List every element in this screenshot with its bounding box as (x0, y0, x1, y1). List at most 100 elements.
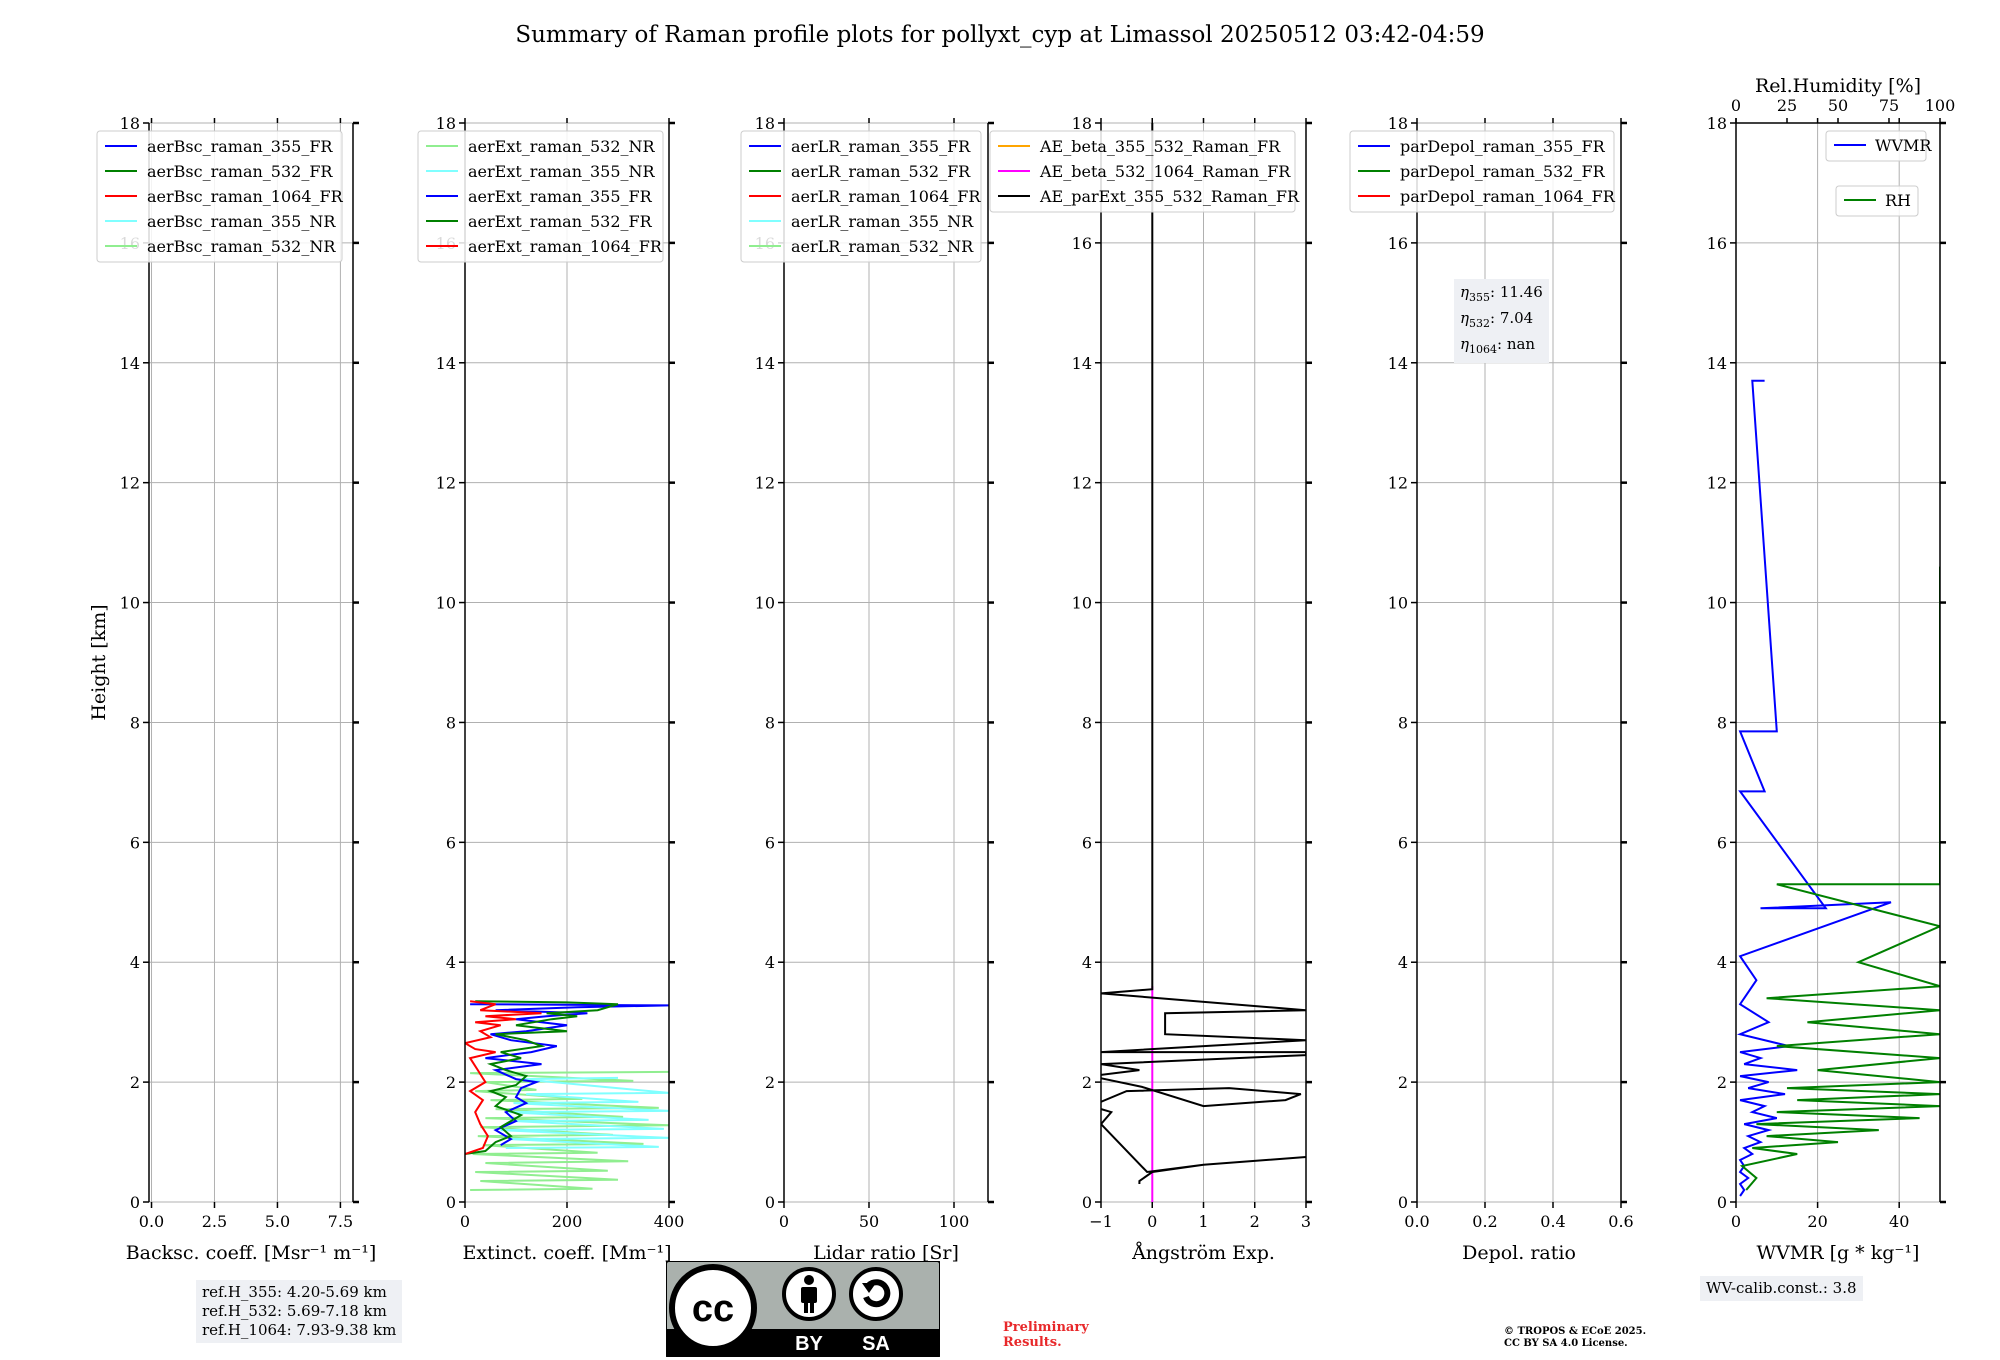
preliminary-line1: Preliminary (1003, 1320, 1089, 1335)
y-tick-label: 14 (755, 354, 775, 373)
x-tick-label: 1 (1198, 1212, 1208, 1231)
series-line-aerExt_raman_532_FR (465, 1000, 619, 1155)
y-tick-label: 16 (1707, 234, 1727, 253)
eta-subscript: 355 (1469, 291, 1490, 304)
x-tick-label: 2.5 (202, 1212, 227, 1231)
x-tick-label: 400 (654, 1212, 685, 1231)
legend-label: aerLR_raman_532_FR (791, 162, 971, 181)
x-tick-label: 3 (1301, 1212, 1311, 1231)
wv-calib-box: WV-calib.const.: 3.8 (1700, 1276, 1863, 1301)
legend-box (417, 130, 664, 263)
eta-symbol: η (1460, 335, 1469, 353)
y-tick-label: 14 (436, 354, 456, 373)
legend-label: AE_beta_532_1064_Raman_FR (1039, 162, 1291, 181)
y-tick-label: 14 (1707, 354, 1727, 373)
series-line-AE_parExt_355_532_Raman_FR (1101, 123, 1306, 1184)
x-top-tick-label: 50 (1828, 96, 1848, 115)
y-tick-label: 2 (1717, 1073, 1727, 1092)
y-tick-label: 2 (446, 1073, 456, 1092)
badge-sa-label: SA (862, 1333, 890, 1355)
y-tick-label: 10 (1388, 594, 1408, 613)
y-tick-label: 8 (1717, 713, 1727, 732)
legend-label: parDepol_raman_1064_FR (1400, 187, 1616, 206)
legend-label: AE_beta_355_532_Raman_FR (1039, 137, 1281, 156)
y-tick-label: 0 (1717, 1193, 1727, 1212)
ref-height-532: ref.H_532: 5.69-7.18 km (202, 1302, 387, 1320)
y-tick-label: 6 (765, 833, 775, 852)
y-tick-label: 12 (1388, 474, 1408, 493)
legend-label: aerBsc_raman_355_NR (147, 212, 336, 231)
y-tick-label: 12 (1707, 474, 1727, 493)
x-tick-label: 20 (1807, 1212, 1827, 1231)
x-tick-label: 0.0 (139, 1212, 164, 1231)
x-tick-label: 0.6 (1608, 1212, 1633, 1231)
series-line-aerExt_raman_355_NR (500, 1076, 669, 1149)
eta-1064-value: : nan (1497, 335, 1536, 353)
y-tick-label: 0 (1398, 1193, 1408, 1212)
copyright-line1: © TROPOS & ECoE 2025. (1504, 1326, 1647, 1337)
y-tick-label: 2 (1082, 1073, 1092, 1092)
y-tick-label: 12 (120, 474, 140, 493)
y-tick-label: 10 (120, 594, 140, 613)
legend-label: WVMR (1875, 136, 1932, 155)
eta-symbol: η (1460, 309, 1469, 327)
y-tick-label: 4 (765, 953, 775, 972)
legend-label: parDepol_raman_355_FR (1400, 137, 1606, 156)
cc-logo-text: cc (692, 1288, 734, 1330)
legend-box (96, 130, 343, 263)
legend-box (989, 130, 1296, 213)
legend-label: aerLR_raman_532_NR (791, 237, 974, 256)
eta-symbol: η (1460, 283, 1469, 301)
x-tick-label: −1 (1089, 1212, 1113, 1231)
legend-label: AE_parExt_355_532_Raman_FR (1039, 187, 1300, 206)
legend-label: parDepol_raman_532_FR (1400, 162, 1606, 181)
cc-by-sa-badge[interactable]: cc BY SA (666, 1261, 940, 1357)
x-top-tick-label: 25 (1777, 96, 1797, 115)
y-tick-label: 4 (446, 953, 456, 972)
legend-box (1349, 130, 1615, 213)
legend-label: aerBsc_raman_1064_FR (147, 187, 344, 206)
x-axis-label: Extinct. coeff. [Mm⁻¹] (462, 1242, 671, 1264)
series-line-RH (1739, 566, 1940, 1191)
y-tick-label: 4 (1398, 953, 1408, 972)
y-tick-label: 14 (1072, 354, 1092, 373)
eta-subscript: 532 (1469, 317, 1490, 330)
badge-by-label: BY (795, 1333, 823, 1355)
eta-subscript: 1064 (1469, 343, 1497, 356)
ref-heights-box: ref.H_355: 4.20-5.69 km ref.H_532: 5.69-… (196, 1280, 403, 1343)
y-tick-label: 0 (130, 1193, 140, 1212)
y-tick-label: 12 (436, 474, 456, 493)
y-tick-label: 12 (1072, 474, 1092, 493)
x-top-tick-label: 75 (1879, 96, 1899, 115)
eta-355-value: : 11.46 (1490, 283, 1543, 301)
y-tick-label: 6 (446, 833, 456, 852)
copyright-line2: CC BY SA 4.0 License. (1504, 1338, 1628, 1349)
x-top-tick-label: 0 (1731, 96, 1741, 115)
y-tick-label: 18 (1072, 114, 1092, 133)
legend-label: aerLR_raman_355_NR (791, 212, 974, 231)
x-axis-label: Ångström Exp. (1131, 1242, 1275, 1264)
x-top-axis-label: Rel.Humidity [%] (1755, 75, 1921, 97)
x-tick-label: 100 (939, 1212, 970, 1231)
y-tick-label: 0 (1082, 1193, 1092, 1212)
y-tick-label: 2 (130, 1073, 140, 1092)
y-tick-label: 4 (130, 953, 140, 972)
eta-box: η355: 11.46 η532: 7.04 η1064: nan (1454, 279, 1549, 363)
legend-label: aerLR_raman_1064_FR (791, 187, 981, 206)
x-axis-label: Lidar ratio [Sr] (813, 1242, 959, 1264)
x-tick-label: 2 (1250, 1212, 1260, 1231)
legend-box (1825, 130, 1927, 162)
y-tick-label: 0 (765, 1193, 775, 1212)
legend-label: RH (1885, 191, 1911, 210)
x-tick-label: 0 (460, 1212, 470, 1231)
y-tick-label: 6 (1398, 833, 1408, 852)
y-axis-label: Height [km] (88, 604, 110, 720)
y-tick-label: 10 (1072, 594, 1092, 613)
attribution-person-icon (782, 1267, 836, 1321)
y-tick-label: 16 (1072, 234, 1092, 253)
legend-label: aerExt_raman_355_FR (468, 187, 653, 206)
y-tick-label: 4 (1717, 953, 1727, 972)
legend-label: aerExt_raman_532_NR (468, 137, 656, 156)
y-tick-label: 18 (1388, 114, 1408, 133)
y-tick-label: 16 (1388, 234, 1408, 253)
